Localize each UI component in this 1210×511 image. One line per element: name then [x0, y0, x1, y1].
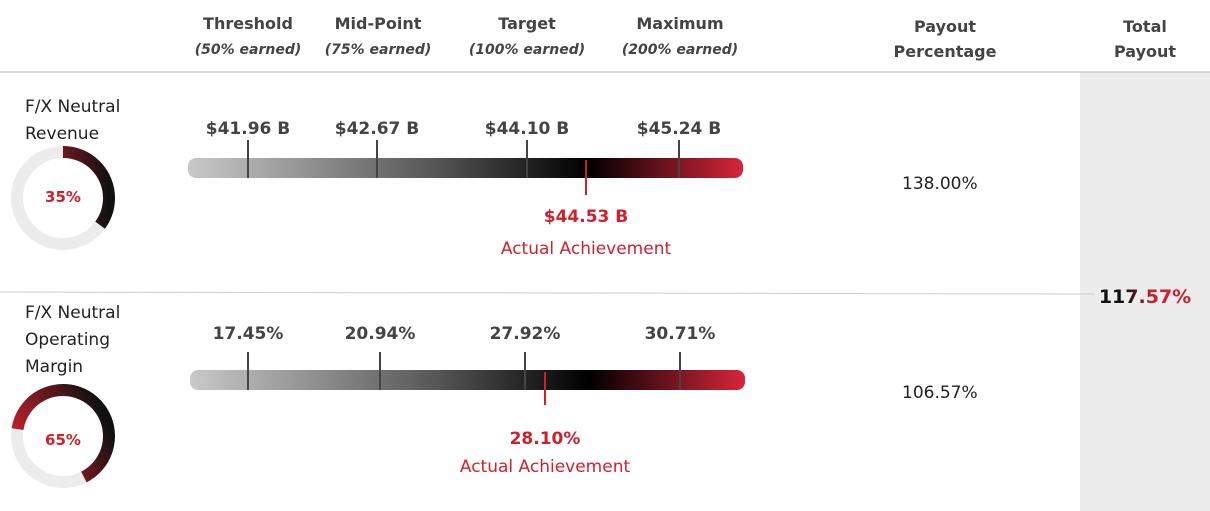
donut-arc	[11, 146, 115, 250]
level-name: Maximum	[636, 14, 724, 33]
payout-header: Payout Percentage	[893, 17, 997, 61]
progress-bar	[188, 158, 743, 178]
level-value: 20.94%	[344, 324, 416, 344]
level-name: Target	[498, 14, 556, 33]
payout-value: 106.57%	[902, 383, 978, 403]
actual-value: 28.10%	[509, 429, 581, 449]
payout-value: 138.00%	[902, 174, 978, 194]
level-note: (75% earned)	[324, 42, 432, 58]
level-name: Threshold	[203, 14, 293, 33]
level-value: 27.92%	[489, 324, 561, 344]
level-value: $45.24 B	[636, 119, 722, 139]
metric-weight: 35%	[45, 188, 81, 206]
level-value: $42.67 B	[334, 119, 420, 139]
actual-value: $44.53 B	[543, 207, 629, 227]
metric-weight: 65%	[45, 431, 81, 449]
actual-label: Actual Achievement	[459, 457, 631, 477]
level-value: 30.71%	[644, 324, 716, 344]
actual-label: Actual Achievement	[500, 239, 672, 259]
metric-label: F/X Neutral Revenue	[25, 97, 121, 144]
level-name: Mid-Point	[334, 14, 422, 33]
level-note: (100% earned)	[468, 42, 586, 58]
level-note: (200% earned)	[621, 42, 739, 58]
total-value: 117.57%	[1080, 286, 1210, 308]
level-value: $44.10 B	[484, 119, 570, 139]
row-divider	[0, 291, 1096, 295]
level-ticks	[247, 140, 680, 178]
level-ticks	[247, 352, 681, 390]
donut-arc	[11, 384, 115, 488]
level-value: $41.96 B	[205, 119, 291, 139]
total-column	[1080, 72, 1210, 511]
progress-bar	[190, 370, 745, 390]
metric-label: F/X Neutral Operating Margin	[25, 303, 121, 377]
level-note: (50% earned)	[194, 42, 302, 58]
total-header: Total Payout	[1113, 17, 1177, 61]
level-value: 17.45%	[212, 324, 284, 344]
